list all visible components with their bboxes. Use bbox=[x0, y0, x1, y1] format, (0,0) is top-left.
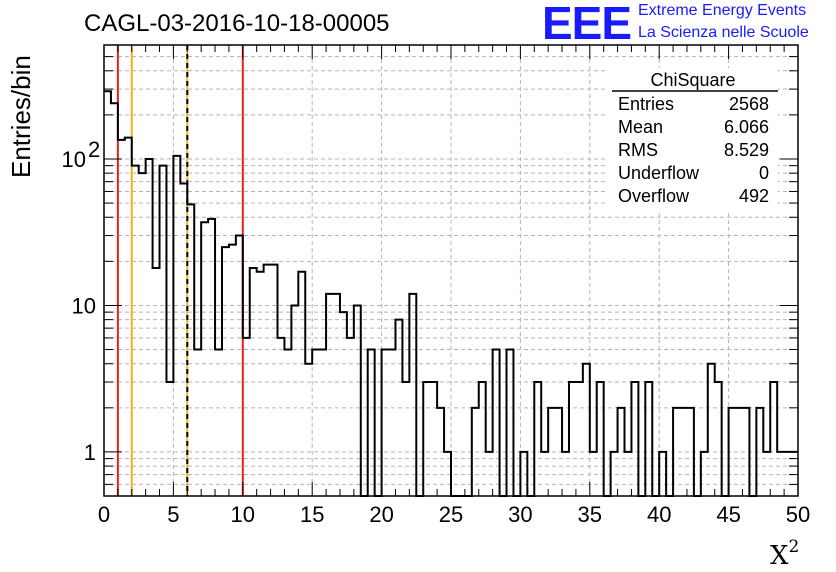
x-tick-label: 5 bbox=[167, 502, 179, 527]
stats-box-title: ChiSquare bbox=[650, 70, 735, 90]
x-tick-label: 10 bbox=[231, 502, 255, 527]
org-name-line2: La Scienza nelle Scuole bbox=[638, 24, 809, 41]
stats-box: ChiSquare Entries 2568 Mean 6.066 RMS 8.529 Un… bbox=[608, 68, 778, 210]
stat-value: 6.066 bbox=[724, 117, 769, 137]
x-tick-labels: 0 5 10 15 20 25 30 35 40 45 50 bbox=[98, 502, 810, 527]
y-tick-label: 1 bbox=[84, 440, 96, 465]
x-tick-label: 35 bbox=[578, 502, 602, 527]
stat-label: Overflow bbox=[618, 186, 690, 206]
stat-label: Mean bbox=[618, 117, 663, 137]
stat-value: 0 bbox=[759, 163, 769, 183]
org-name-line1: Extreme Energy Events bbox=[638, 2, 807, 19]
stat-label: RMS bbox=[618, 140, 658, 160]
x-tick-label: 15 bbox=[300, 502, 324, 527]
x-tick-label: 30 bbox=[508, 502, 532, 527]
x-axis-label: X2 bbox=[770, 537, 799, 571]
stat-label: Underflow bbox=[618, 163, 700, 183]
chart-title: CAGL-03-2016-10-18-00005 bbox=[84, 10, 390, 37]
x-tick-label: 50 bbox=[786, 502, 810, 527]
stat-value: 492 bbox=[739, 186, 769, 206]
y-axis-label: Entries/bin bbox=[6, 55, 36, 178]
plot-frame bbox=[103, 44, 799, 497]
y-tick-label: 10 bbox=[72, 293, 96, 318]
y-tick-label: 10 bbox=[62, 147, 86, 172]
stat-value: 2568 bbox=[729, 94, 769, 114]
x-tick-label: 45 bbox=[716, 502, 740, 527]
x-tick-label: 25 bbox=[439, 502, 463, 527]
x-tick-label: 40 bbox=[647, 502, 671, 527]
stat-value: 8.529 bbox=[724, 140, 769, 160]
stat-label: Entries bbox=[618, 94, 674, 114]
cut-lines bbox=[116, 45, 244, 496]
y-tick-label-exponent: 2 bbox=[88, 137, 100, 162]
eee-logo: EEE bbox=[542, 0, 632, 49]
x-tick-label: 0 bbox=[98, 502, 110, 527]
x-tick-label: 20 bbox=[369, 502, 393, 527]
